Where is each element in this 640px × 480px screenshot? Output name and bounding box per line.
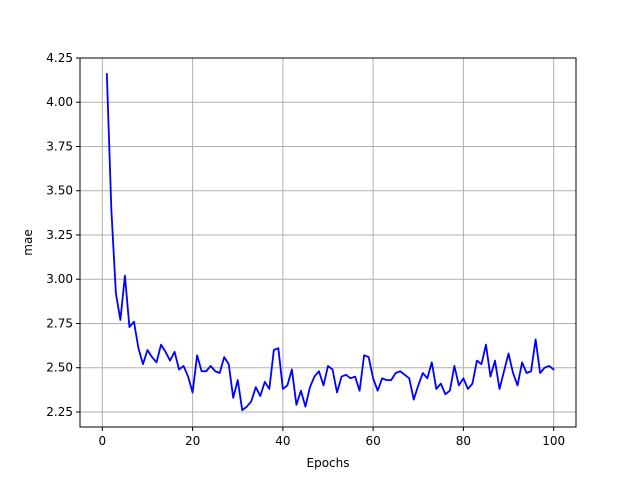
y-tick-label: 3.75 xyxy=(46,139,73,153)
y-tick-label: 4.00 xyxy=(46,95,73,109)
y-tick-label: 4.25 xyxy=(46,51,73,65)
plot-area xyxy=(80,58,576,427)
x-axis-label: Epochs xyxy=(307,456,350,470)
y-tick-label: 2.75 xyxy=(46,316,73,330)
series-line xyxy=(105,73,555,412)
x-tick-label: 20 xyxy=(185,434,200,448)
y-tick-label: 3.25 xyxy=(46,228,73,242)
axis-ticks: 0 20 40 60 80 100 2.25 2.50 2.75 3.00 3.25 3.50 3.75… xyxy=(46,51,565,448)
y-tick-label: 3.50 xyxy=(46,184,73,198)
x-tick-label: 0 xyxy=(99,434,107,448)
y-tick-label: 2.50 xyxy=(46,361,73,375)
x-tick-label: 60 xyxy=(365,434,380,448)
y-axis-label: mae xyxy=(21,229,35,255)
x-tick-label: 80 xyxy=(456,434,471,448)
series-layer xyxy=(105,73,555,412)
y-tick-label: 2.25 xyxy=(46,405,73,419)
x-tick-label: 100 xyxy=(542,434,565,448)
y-tick-label: 3.00 xyxy=(46,272,73,286)
plot-frame xyxy=(79,57,577,428)
x-tick-label: 40 xyxy=(275,434,290,448)
